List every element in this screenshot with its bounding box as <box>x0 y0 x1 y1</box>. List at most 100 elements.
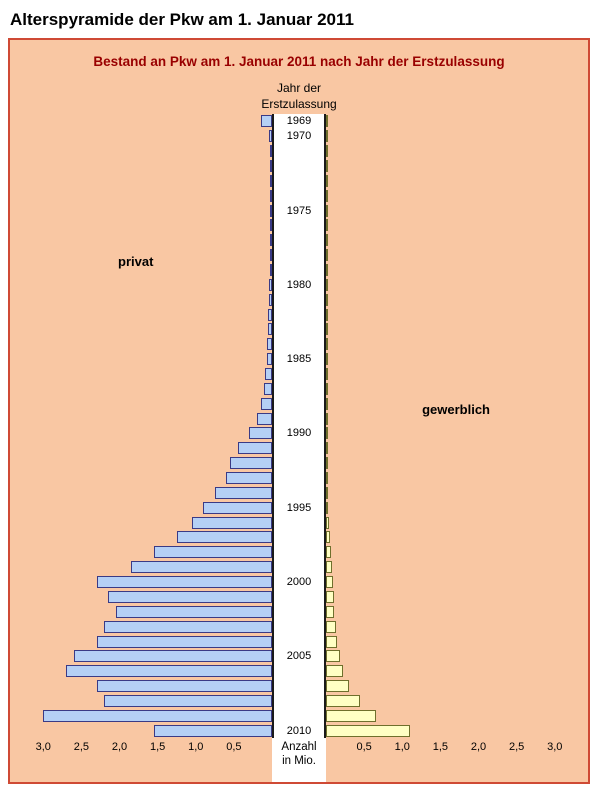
year-cell <box>272 366 326 382</box>
left-bar-zone <box>28 500 272 515</box>
right-bar-zone <box>326 471 570 486</box>
left-bar-zone <box>28 322 272 337</box>
left-bar-zone <box>28 560 272 575</box>
year-label-1970: 1970 <box>286 130 312 143</box>
year-cell: 2000 <box>272 574 326 590</box>
bar-privat-1990 <box>249 427 272 440</box>
pyramid-row-1990: 1990 <box>28 426 570 441</box>
left-bar-zone <box>28 263 272 278</box>
left-bar-zone <box>28 411 272 426</box>
right-bar-zone <box>326 619 570 634</box>
year-cell <box>272 455 326 471</box>
x-tick-left-1,5: 1,5 <box>149 741 166 753</box>
right-bar-zone <box>326 173 570 188</box>
left-bar-zone <box>28 396 272 411</box>
right-bar-zone <box>326 723 570 738</box>
year-cell <box>272 307 326 323</box>
right-bar-zone <box>326 144 570 159</box>
right-bar-zone <box>326 545 570 560</box>
y-axis-title-line2: Erstzulassung <box>261 97 337 111</box>
pyramid-row-2009 <box>28 708 570 724</box>
pyramid-row-2004 <box>28 634 570 649</box>
year-label-2000: 2000 <box>286 576 312 589</box>
bar-privat-2003 <box>104 620 272 633</box>
right-bar-zone <box>326 218 570 233</box>
right-bar-zone <box>326 664 570 679</box>
pyramid-row-1977 <box>28 232 570 248</box>
pyramid-row-1994 <box>28 485 570 501</box>
pyramid-chart: Bestand an Pkw am 1. Januar 2011 nach Ja… <box>8 38 590 784</box>
year-cell <box>272 559 326 575</box>
year-cell <box>272 188 326 204</box>
left-bar-zone <box>28 144 272 159</box>
left-bar-zone <box>28 515 272 530</box>
x-axis-title-line2: in Mio. <box>282 755 316 767</box>
bar-gewerblich-2004 <box>326 635 338 648</box>
right-bar-zone <box>326 456 570 471</box>
bar-gewerblich-1983 <box>326 323 328 336</box>
pyramid-row-1970: 1970 <box>28 128 570 144</box>
pyramid-row-2003 <box>28 619 570 635</box>
right-bar-zone <box>326 441 570 456</box>
bar-privat-1995 <box>203 501 272 514</box>
bar-privat-1991 <box>237 442 272 455</box>
right-bar-zone <box>326 679 570 694</box>
left-bar-zone <box>28 590 272 605</box>
bar-gewerblich-1975 <box>326 204 328 217</box>
pyramid-row-1988 <box>28 396 570 412</box>
year-cell <box>272 143 326 159</box>
left-bar-zone <box>28 485 272 500</box>
left-bar-zone <box>28 471 272 486</box>
right-bar-zone <box>326 337 570 352</box>
year-cell <box>272 247 326 263</box>
pyramid-row-1992 <box>28 455 570 471</box>
left-bar-zone <box>28 723 272 738</box>
bar-privat-2001 <box>108 590 272 603</box>
bar-privat-1989 <box>256 412 272 425</box>
bar-gewerblich-1978 <box>326 249 328 262</box>
pyramid-row-1984 <box>28 336 570 352</box>
right-bar-zone <box>326 292 570 307</box>
bar-gewerblich-1970 <box>326 130 328 143</box>
year-cell <box>272 589 326 605</box>
year-cell <box>272 678 326 694</box>
bar-gewerblich-2002 <box>326 605 335 618</box>
right-bar-zone <box>326 114 570 129</box>
pyramid-row-1974 <box>28 188 570 204</box>
year-cell <box>272 396 326 412</box>
pyramid-row-2001 <box>28 589 570 605</box>
left-bar-zone <box>28 129 272 144</box>
bar-privat-1998 <box>153 546 272 559</box>
left-bar-zone <box>28 575 272 590</box>
right-bar-zone <box>326 396 570 411</box>
right-bar-zone <box>326 634 570 649</box>
left-bar-zone <box>28 664 272 679</box>
bar-gewerblich-1977 <box>326 234 328 247</box>
left-bar-zone <box>28 292 272 307</box>
x-tick-left-2,5: 2,5 <box>73 741 90 753</box>
right-bar-zone <box>326 248 570 263</box>
left-bar-zone <box>28 173 272 188</box>
left-bar-zone <box>28 634 272 649</box>
year-label-1995: 1995 <box>286 501 312 514</box>
bar-gewerblich-1999 <box>326 561 333 574</box>
year-cell: 2005 <box>272 648 326 664</box>
right-bar-zone <box>326 233 570 248</box>
bar-privat-2008 <box>104 694 272 707</box>
bar-gewerblich-1973 <box>326 174 328 187</box>
x-tick-left-2,0: 2,0 <box>111 741 128 753</box>
bar-gewerblich-2010 <box>326 724 410 737</box>
left-bar-zone <box>28 545 272 560</box>
x-axis-title-line1: Anzahl <box>281 741 317 753</box>
right-bar-zone <box>326 307 570 322</box>
year-cell <box>272 515 326 531</box>
bar-gewerblich-1979 <box>326 264 328 277</box>
bar-privat-1982 <box>268 308 272 321</box>
year-cell <box>272 322 326 337</box>
bar-gewerblich-1972 <box>326 160 328 172</box>
y-axis-title: Jahr der Erstzulassung <box>10 80 588 114</box>
right-bar-zone <box>326 560 570 575</box>
left-bar-zone <box>28 337 272 352</box>
pyramid-row-2002 <box>28 604 570 620</box>
bar-gewerblich-1974 <box>326 189 328 202</box>
